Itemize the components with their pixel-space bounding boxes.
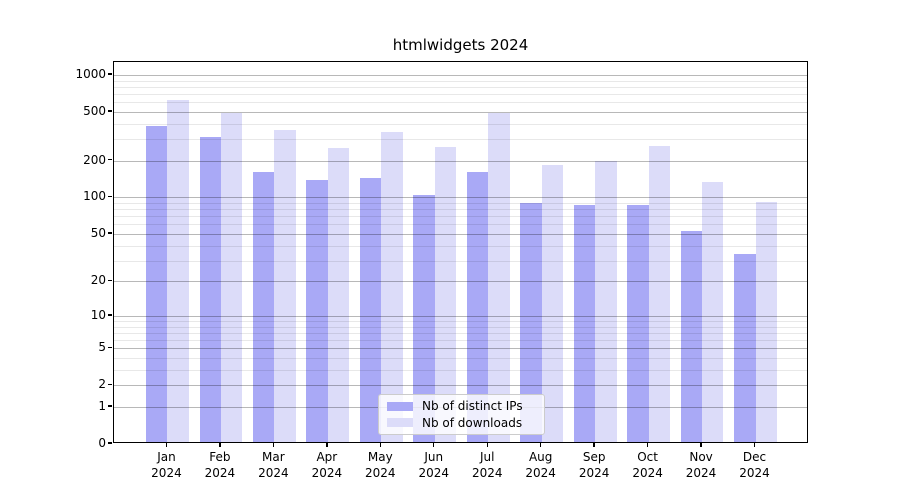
x-tick-mark-jul	[486, 443, 488, 447]
bar-downloads-dec	[755, 201, 777, 442]
bar-distinct-ips-oct	[627, 204, 649, 442]
x-tick-label-jan: Jan 2024	[151, 450, 182, 480]
bar-distinct-ips-mar	[252, 172, 275, 442]
y-tick-label-5: 5	[98, 340, 106, 355]
x-tick-label-nov: Nov 2024	[685, 450, 717, 480]
y-tick-mark-1000	[108, 73, 113, 75]
y-tick-label-500: 500	[83, 103, 106, 118]
x-tick-mark-mar	[272, 443, 275, 447]
plot-area	[113, 61, 808, 443]
bar-downloads-apr	[327, 148, 350, 442]
y-tick-label-10: 10	[90, 307, 106, 322]
y-tick-mark-50	[108, 232, 113, 234]
legend-item-downloads: Nb of downloads	[387, 416, 536, 430]
x-tick-label-may: May 2024	[365, 450, 396, 480]
gridline-minor-600	[114, 102, 807, 104]
x-tick-mark-apr	[326, 443, 328, 447]
legend-label-downloads: Nb of downloads	[422, 415, 523, 430]
x-tick-label-aug: Aug 2024	[525, 450, 556, 480]
x-tick-mark-may	[379, 443, 381, 447]
y-tick-label-2: 2	[98, 377, 106, 392]
x-tick-mark-nov	[700, 443, 702, 447]
y-tick-mark-1	[108, 405, 113, 407]
x-tick-label-apr: Apr 2024	[311, 450, 343, 480]
legend-swatch-distinct-ips	[387, 401, 413, 411]
x-tick-mark-aug	[539, 443, 542, 447]
x-tick-mark-jun	[433, 443, 435, 447]
y-tick-label-50: 50	[90, 225, 106, 240]
bar-downloads-jul	[488, 113, 510, 442]
gridline-major-1000	[114, 74, 807, 76]
bar-downloads-jan	[167, 100, 189, 442]
bar-distinct-ips-jan	[146, 125, 168, 442]
bar-downloads-mar	[274, 130, 296, 442]
bar-distinct-ips-may	[359, 178, 382, 442]
x-tick-label-dec: Dec 2024	[739, 450, 770, 480]
gridline-minor-400	[114, 123, 807, 125]
y-tick-label-200: 200	[83, 152, 106, 167]
x-tick-label-oct: Oct 2024	[632, 450, 663, 480]
legend: Nb of distinct IPs Nb of downloads	[378, 394, 545, 435]
chart-title: htmlwidgets 2024	[392, 36, 529, 54]
gridline-major-500	[114, 111, 807, 113]
legend-item-distinct-ips: Nb of distinct IPs	[387, 399, 536, 413]
bar-distinct-ips-apr	[306, 180, 328, 442]
x-tick-label-mar: Mar 2024	[258, 450, 289, 480]
x-tick-mark-jan	[165, 443, 168, 447]
y-tick-mark-500	[108, 110, 113, 112]
bar-distinct-ips-jun	[413, 195, 435, 442]
bar-downloads-may	[381, 132, 403, 442]
x-tick-label-jun: Jun 2024	[418, 450, 450, 480]
bar-downloads-feb	[220, 113, 243, 442]
bar-distinct-ips-sep	[573, 204, 596, 442]
bar-downloads-sep	[595, 161, 617, 442]
bar-distinct-ips-jul	[466, 172, 489, 442]
y-tick-mark-100	[108, 195, 113, 198]
y-tick-mark-5	[108, 346, 113, 348]
y-tick-mark-0	[108, 442, 113, 444]
x-tick-label-jul: Jul 2024	[471, 450, 503, 480]
x-tick-mark-sep	[593, 443, 595, 447]
x-tick-label-sep: Sep 2024	[578, 450, 610, 480]
y-tick-mark-200	[108, 159, 113, 161]
bar-distinct-ips-feb	[199, 137, 221, 442]
gridline-minor-700	[114, 93, 807, 95]
y-tick-mark-10	[108, 314, 113, 316]
y-tick-label-100: 100	[83, 189, 106, 204]
y-tick-label-1000: 1000	[75, 66, 106, 81]
bar-distinct-ips-dec	[734, 253, 756, 442]
x-tick-mark-oct	[646, 443, 649, 447]
y-tick-label-1: 1	[98, 398, 106, 413]
y-tick-mark-2	[108, 383, 113, 385]
legend-swatch-downloads	[387, 418, 413, 428]
y-tick-mark-20	[108, 279, 113, 282]
bar-downloads-nov	[702, 181, 724, 442]
gridline-minor-800	[114, 86, 807, 88]
bar-downloads-oct	[648, 145, 670, 442]
bar-distinct-ips-aug	[520, 202, 542, 442]
x-tick-label-feb: Feb 2024	[204, 450, 236, 480]
gridline-minor-900	[114, 80, 807, 82]
bar-distinct-ips-nov	[680, 230, 703, 442]
bar-downloads-aug	[541, 164, 564, 442]
y-tick-label-0: 0	[98, 436, 106, 450]
bar-downloads-jun	[434, 146, 457, 442]
x-tick-mark-dec	[753, 443, 756, 447]
y-tick-label-20: 20	[90, 273, 106, 288]
legend-label-distinct-ips: Nb of distinct IPs	[422, 399, 523, 414]
x-tick-mark-feb	[219, 443, 221, 447]
